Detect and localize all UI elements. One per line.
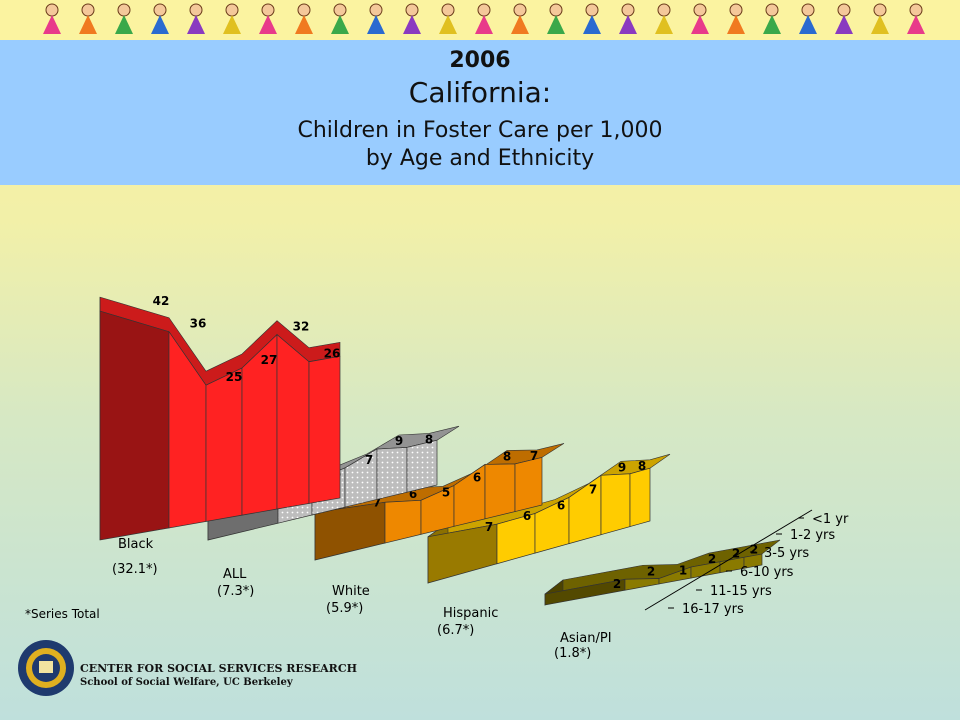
kid-body [295, 15, 313, 34]
data-label: 8 [503, 449, 511, 463]
kid-body [799, 15, 817, 34]
kid-body [367, 15, 385, 34]
kid-body [475, 15, 493, 34]
bar-hispanic-4 [600, 473, 631, 536]
kid-body [835, 15, 853, 34]
kid-body [79, 15, 97, 34]
series-total-label: (1.8*) [554, 646, 591, 661]
age-axis-label: 1-2 yrs [790, 528, 835, 543]
series-name-label: Hispanic [443, 606, 498, 621]
series-name-label: White [332, 584, 370, 599]
kid-body [187, 15, 205, 34]
bar-asianpi-1 [624, 578, 660, 591]
data-label: 6 [473, 471, 481, 485]
chart-subtitle-line2: by Age and Ethnicity [365, 146, 595, 171]
kid-body [511, 15, 529, 34]
series-total-label: (7.3*) [217, 584, 254, 599]
kid-body [439, 15, 457, 34]
kid-body [151, 15, 169, 34]
series-total-label: (32.1*) [112, 562, 158, 577]
age-axis-label: 11-15 yrs [710, 584, 772, 599]
series-name-label: ALL [223, 567, 247, 582]
data-label: 7 [530, 449, 538, 463]
data-label: 6 [523, 509, 531, 523]
data-label: 2 [613, 577, 621, 591]
kid-body [115, 15, 133, 34]
chart-state-title: California: [408, 76, 552, 109]
kid-body [403, 15, 421, 34]
data-label: 8 [425, 432, 433, 446]
series-total-label: (5.9*) [326, 601, 363, 616]
kid-body [619, 15, 637, 34]
data-label: 9 [395, 434, 403, 448]
footer-org-line1: CENTER FOR SOCIAL SERVICES RESEARCH [80, 662, 357, 675]
kid-body [331, 15, 349, 34]
data-label: 8 [638, 459, 646, 473]
bar-black-5 [308, 355, 341, 504]
age-axis-label: 6-10 yrs [740, 565, 794, 580]
kid-body [547, 15, 565, 34]
kid-body [907, 15, 925, 34]
bar-asianpi-5 [743, 553, 763, 569]
title-band: 2006 California: Children in Foster Care… [0, 40, 960, 185]
decorative-kids-banner [0, 0, 960, 40]
age-axis-label: <1 yr [812, 512, 849, 527]
series-name-label: Black [118, 537, 154, 552]
data-label: 5 [442, 485, 450, 499]
data-label: 42 [153, 294, 170, 308]
kid-body [727, 15, 745, 34]
data-label: 9 [618, 460, 626, 474]
bar-black-4 [276, 333, 310, 510]
data-label: 26 [324, 347, 341, 361]
bar-black-0 [99, 310, 170, 541]
bar-white-1 [384, 499, 422, 544]
kid-body [871, 15, 889, 34]
bar-black-1 [168, 330, 207, 529]
age-axis-line [644, 509, 813, 611]
kid-body [583, 15, 601, 34]
data-label: 6 [557, 499, 565, 513]
data-label: 36 [190, 317, 207, 331]
chart-subtitle-line1: Children in Foster Care per 1,000 [297, 118, 663, 143]
data-label: 1 [679, 563, 687, 577]
data-label: 6 [409, 487, 417, 501]
kid-body [655, 15, 673, 34]
data-label: 32 [293, 320, 310, 334]
uc-berkeley-seal-icon [18, 640, 74, 696]
data-label: 7 [485, 520, 493, 534]
bar-all-5 [406, 439, 438, 493]
data-label: 2 [732, 547, 740, 561]
kid-body [691, 15, 709, 34]
bar-all-4 [376, 447, 408, 500]
kid-body [763, 15, 781, 34]
series-total-footnote: *Series Total [25, 607, 100, 621]
series-total-label: (6.7*) [437, 623, 474, 638]
bar-hispanic-5 [629, 467, 651, 528]
data-label: 7 [589, 482, 597, 496]
data-label: 2 [708, 552, 716, 566]
kid-body [223, 15, 241, 34]
bar-black-2 [205, 367, 243, 522]
bar-white-4 [484, 463, 516, 520]
footer-organization: CENTER FOR SOCIAL SERVICES RESEARCH Scho… [80, 662, 357, 688]
chart-year: 2006 [449, 48, 511, 73]
footer-org-line2: School of Social Welfare, UC Berkeley [80, 677, 293, 688]
age-axis-label: 3-5 yrs [764, 546, 809, 561]
data-label: 2 [750, 542, 758, 556]
data-label: 7 [365, 453, 373, 467]
series-black: 42 36 25 27 32 26 [99, 294, 341, 541]
data-label: 2 [647, 564, 655, 578]
age-axis-label: 16-17 yrs [682, 602, 744, 617]
data-label: 27 [261, 353, 278, 367]
series-asianpi: 22 12 2 2 [544, 539, 781, 606]
kid-body [43, 15, 61, 34]
kids-banner-graphic [43, 3, 925, 34]
data-label: 7 [373, 495, 381, 509]
kid-body [259, 15, 277, 34]
series-name-label: Asian/PI [560, 631, 612, 646]
data-label: 25 [226, 370, 243, 384]
bar-white-5 [514, 456, 543, 512]
